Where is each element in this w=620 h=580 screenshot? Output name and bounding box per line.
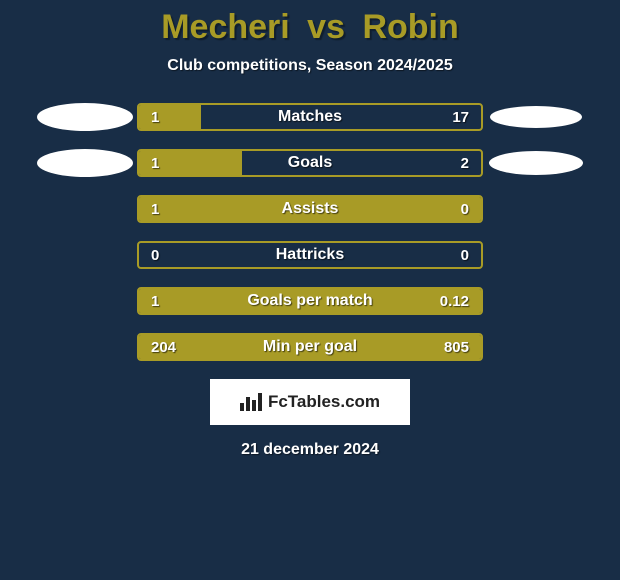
stat-row: 10Assists (0, 195, 620, 223)
team-icon-right-slot (483, 287, 588, 315)
bars-icon (240, 393, 262, 411)
team-icon-right-slot (483, 195, 588, 223)
title-player1: Mecheri (161, 8, 290, 46)
stat-row: 12Goals (0, 149, 620, 177)
team-icon-right (489, 151, 583, 175)
team-icon-left-slot (32, 195, 137, 223)
source-badge-text: FcTables.com (268, 392, 380, 412)
title-player2: Robin (362, 8, 458, 46)
stat-bar: 10.12Goals per match (137, 287, 483, 315)
team-icon-left-slot (32, 241, 137, 269)
stat-row: 10.12Goals per match (0, 287, 620, 315)
team-icon-left (37, 103, 133, 131)
stat-label: Min per goal (139, 335, 481, 359)
team-icon-left-slot (32, 287, 137, 315)
team-icon-right-slot (483, 149, 588, 177)
team-icon-left (37, 149, 133, 177)
stat-bar: 12Goals (137, 149, 483, 177)
stat-label: Goals (139, 151, 481, 175)
team-icon-right-slot (483, 103, 588, 131)
stat-label: Assists (139, 197, 481, 221)
footer-date: 21 december 2024 (0, 441, 620, 459)
stat-row: 00Hattricks (0, 241, 620, 269)
stat-bar: 10Assists (137, 195, 483, 223)
stat-row: 117Matches (0, 103, 620, 131)
stat-label: Goals per match (139, 289, 481, 313)
team-icon-right-slot (483, 333, 588, 361)
stat-bar: 00Hattricks (137, 241, 483, 269)
team-icon-right (490, 106, 582, 128)
team-icon-right-slot (483, 241, 588, 269)
title-vs: vs (307, 8, 345, 46)
stat-bar: 204805Min per goal (137, 333, 483, 361)
team-icon-left-slot (32, 103, 137, 131)
source-badge[interactable]: FcTables.com (210, 379, 410, 425)
subtitle: Club competitions, Season 2024/2025 (0, 57, 620, 75)
stat-row: 204805Min per goal (0, 333, 620, 361)
comparison-card: Mecheri vs Robin Club competitions, Seas… (0, 0, 620, 580)
stat-label: Hattricks (139, 243, 481, 267)
team-icon-left-slot (32, 333, 137, 361)
stat-label: Matches (139, 105, 481, 129)
stats-section: 117Matches 12Goals 10Assists 00Hattricks 10.… (0, 103, 620, 361)
page-title: Mecheri vs Robin (0, 0, 620, 47)
team-icon-left-slot (32, 149, 137, 177)
stat-bar: 117Matches (137, 103, 483, 131)
